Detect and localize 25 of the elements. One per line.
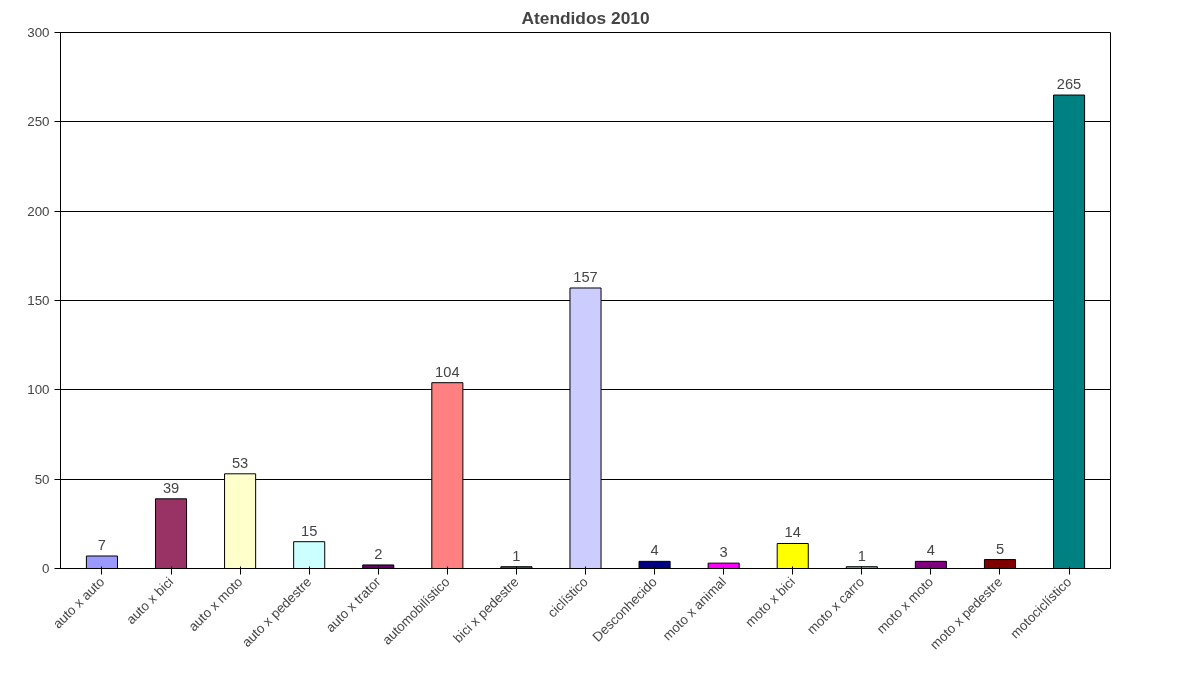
data-label: 7 bbox=[97, 536, 107, 553]
data-label: 14 bbox=[784, 524, 801, 541]
y-tick-label: 200 bbox=[27, 203, 50, 219]
x-tick-label: auto x bici bbox=[123, 574, 177, 628]
data-label: 4 bbox=[926, 542, 935, 559]
data-label: 1 bbox=[512, 547, 521, 564]
data-label: 15 bbox=[301, 522, 318, 539]
y-tick-label: 300 bbox=[27, 25, 50, 40]
data-label: 3 bbox=[719, 544, 728, 561]
y-tick-label: 150 bbox=[27, 293, 50, 308]
data-label: 39 bbox=[162, 479, 180, 496]
data-label: 265 bbox=[1056, 76, 1082, 93]
y-tick-label: 250 bbox=[27, 114, 50, 130]
chart-title: Atendidos 2010 bbox=[521, 7, 650, 28]
data-label: 2 bbox=[374, 545, 383, 562]
data-label: 104 bbox=[435, 363, 460, 380]
y-tick-label: 0 bbox=[42, 561, 50, 576]
data-label: 5 bbox=[995, 540, 1005, 557]
y-tick-label: 100 bbox=[27, 382, 50, 398]
data-label: 1 bbox=[857, 547, 866, 564]
y-tick-label: 50 bbox=[34, 471, 50, 487]
data-label: 53 bbox=[231, 454, 249, 471]
data-label: 4 bbox=[650, 542, 659, 559]
x-tick-label: auto x auto bbox=[50, 574, 108, 632]
data-label: 157 bbox=[573, 268, 598, 285]
